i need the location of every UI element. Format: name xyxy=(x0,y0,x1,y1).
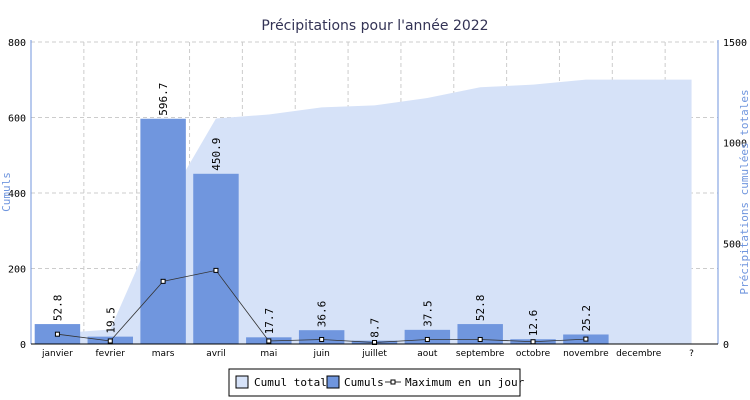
bar-value-label: 450.9 xyxy=(210,138,223,171)
y-tick-label: 600 xyxy=(8,114,26,125)
maximum-point xyxy=(54,331,60,337)
x-tick-label: mars xyxy=(152,349,175,359)
bar-value-label: 17.7 xyxy=(263,308,276,335)
legend-swatch-cumuls xyxy=(326,375,340,389)
legend-label-cumul-total: Cumul total xyxy=(254,376,327,389)
bar-avril xyxy=(193,173,239,344)
x-tick-label: avril xyxy=(206,349,226,359)
y2-axis-label: Précipitations cumulées totales xyxy=(738,89,750,294)
x-tick-label: novembre xyxy=(563,349,609,359)
y2-tick-label: 1500 xyxy=(723,38,747,49)
chart-title: Précipitations pour l'année 2022 xyxy=(261,18,488,34)
maximum-point xyxy=(530,339,536,345)
maximum-point xyxy=(160,278,166,284)
y-tick-label: 800 xyxy=(8,38,26,49)
legend-marker-maximum xyxy=(390,379,396,385)
legend: Cumul total Cumuls Maximum en un jour xyxy=(228,368,525,397)
y2-tick-label: 500 xyxy=(723,239,741,250)
x-tick-label: decembre xyxy=(616,349,662,359)
legend-label-cumuls: Cumuls xyxy=(344,376,384,389)
label-layer: 52.8 19.5 596.7 450.9 17.7 36.6 8.7 37.5 52.8 12.… xyxy=(51,83,592,338)
legend-box xyxy=(228,368,521,397)
bar-mars xyxy=(140,118,186,344)
axes: 0 200 400 600 800 0 500 1000 1500 janvier fevrier m… xyxy=(8,38,747,359)
x-tick-label: juin xyxy=(312,349,329,359)
x-tick-label: septembre xyxy=(456,349,505,359)
x-tick-label: ? xyxy=(689,349,694,359)
bar-value-label: 52.8 xyxy=(474,295,487,322)
line-layer xyxy=(54,267,589,345)
x-tick-label: fevrier xyxy=(96,349,126,359)
bar-value-label: 36.6 xyxy=(316,301,329,328)
x-tick-label: octobre xyxy=(516,349,551,359)
x-tick-label: mai xyxy=(260,349,277,359)
maximum-point xyxy=(424,336,430,342)
maximum-point xyxy=(319,336,325,342)
y-axis-label: Cumuls xyxy=(0,172,13,212)
maximum-point xyxy=(583,336,589,342)
maximum-point xyxy=(266,338,272,344)
bar-value-label: 12.6 xyxy=(527,310,540,337)
bar-value-label: 8.7 xyxy=(369,318,382,338)
y-tick-label: 0 xyxy=(20,340,26,351)
y2-tick-label: 0 xyxy=(723,340,729,351)
legend-swatch-cumul-total xyxy=(235,375,249,389)
maximum-point xyxy=(477,336,483,342)
maximum-point xyxy=(107,338,113,344)
x-tick-label: janvier xyxy=(41,349,73,359)
bar-value-label: 25.2 xyxy=(580,305,593,332)
bar-value-label: 37.5 xyxy=(421,300,434,327)
x-tick-label: aout xyxy=(417,349,438,359)
y-tick-label: 200 xyxy=(8,265,26,276)
bar-septembre xyxy=(457,324,503,344)
bar-value-label: 19.5 xyxy=(104,307,117,334)
x-tick-label: juillet xyxy=(361,349,387,359)
bar-value-label: 52.8 xyxy=(51,295,64,322)
legend-label-maximum: Maximum en un jour xyxy=(405,376,525,389)
maximum-point xyxy=(213,267,219,273)
bar-value-label: 596.7 xyxy=(157,83,170,116)
y-tick-label: 400 xyxy=(8,189,26,200)
y2-tick-label: 1000 xyxy=(723,139,747,150)
